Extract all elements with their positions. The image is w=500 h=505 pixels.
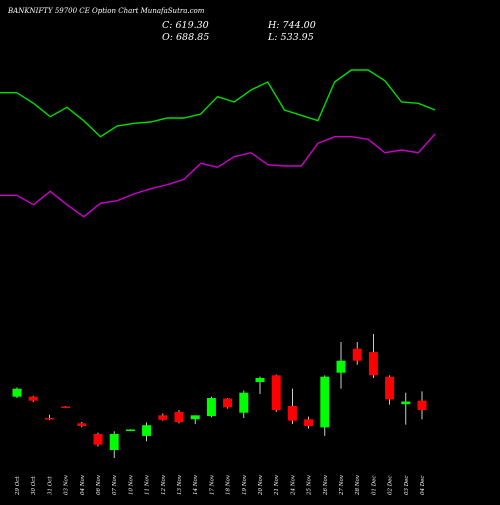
candle-body	[61, 406, 71, 408]
x-tick-label: 06 Nov	[96, 474, 102, 495]
candle-body	[352, 348, 362, 361]
candle-body	[44, 418, 54, 420]
x-tick-label: 07 Nov	[112, 474, 118, 495]
candle-06-nov	[93, 432, 103, 447]
candle-19-nov	[239, 390, 249, 418]
x-tick-label: 19 Nov	[242, 474, 248, 495]
candle-body	[287, 406, 297, 421]
candle-01-dec	[368, 334, 378, 378]
candle-04-dec	[417, 391, 427, 420]
x-tick-label: 11 Nov	[145, 474, 151, 495]
candle-body	[174, 411, 184, 422]
candle-24-nov	[287, 388, 297, 425]
candle-body	[336, 360, 346, 373]
x-tick-label: 18 Nov	[226, 474, 232, 495]
candle-body	[93, 434, 103, 445]
x-tick-label: 04 Dec	[420, 476, 426, 496]
candle-20-nov	[255, 376, 265, 394]
candle-31-oct	[44, 414, 54, 421]
candle-body	[417, 400, 427, 410]
candle-body	[28, 396, 38, 401]
x-tick-label: 03 Nov	[64, 474, 70, 495]
x-tick-label: 28 Nov	[355, 474, 361, 496]
close-value: C: 619.30	[162, 20, 209, 31]
candle-02-dec	[385, 375, 395, 405]
candle-17-nov	[206, 396, 216, 418]
candle-25-nov	[304, 416, 314, 429]
candle-body	[304, 419, 314, 426]
low-value: L: 533.95	[267, 32, 314, 43]
candle-body	[320, 376, 330, 428]
candle-body	[206, 398, 216, 417]
candle-13-nov	[174, 410, 184, 424]
x-tick-label: 21 Nov	[274, 474, 280, 496]
candle-body	[158, 415, 168, 420]
x-tick-label: 17 Nov	[209, 474, 215, 495]
ma-fast-line	[0, 69, 436, 138]
candle-body	[368, 352, 378, 376]
candle-10-nov	[125, 429, 135, 432]
x-tick-label: 20 Nov	[258, 474, 264, 496]
candle-21-nov	[271, 374, 281, 412]
chart-title: BANKNIFTY 59700 CE Option Chart MunafaSu…	[7, 7, 205, 15]
candle-12-nov	[158, 413, 168, 421]
x-tick-label: 12 Nov	[161, 474, 167, 495]
candle-07-nov	[109, 431, 119, 458]
x-tick-label: 31 Oct	[47, 476, 53, 495]
open-value: O: 688.85	[162, 32, 209, 43]
candle-30-oct	[28, 395, 38, 402]
ma-slow-line	[0, 133, 436, 218]
candle-body	[190, 415, 200, 420]
candle-29-oct	[12, 387, 22, 398]
x-tick-label: 26 Nov	[323, 474, 329, 496]
candle-body	[239, 392, 249, 413]
x-tick-label: 02 Dec	[388, 476, 394, 496]
candle-03-nov	[61, 406, 71, 408]
moving-average-layer	[0, 69, 436, 218]
x-tick-label: 24 Nov	[290, 474, 296, 496]
x-tick-label: 04 Nov	[80, 474, 86, 495]
candle-body	[401, 401, 411, 405]
x-tick-label: 01 Dec	[371, 476, 377, 496]
candle-27-nov	[336, 342, 346, 389]
x-tick-label: 29 Oct	[15, 476, 21, 496]
x-tick-label: 10 Nov	[128, 474, 134, 495]
candle-11-nov	[142, 422, 152, 442]
candle-18-nov	[223, 398, 233, 409]
x-tick-label: 25 Nov	[307, 474, 313, 496]
x-tick-label: 13 Nov	[177, 474, 183, 495]
candle-body	[385, 376, 395, 400]
x-tick-label: 27 Nov	[339, 474, 345, 496]
candle-body	[125, 429, 135, 431]
candle-body	[109, 434, 119, 450]
candle-28-nov	[352, 342, 362, 365]
candle-body	[142, 425, 152, 436]
x-axis-ticks: 29 Oct 30 Oct 31 Oct 03 Nov 04 Nov 06 Nov 07 N…	[15, 474, 426, 496]
candle-body	[77, 423, 87, 426]
candle-body	[271, 375, 281, 410]
candle-04-nov	[77, 422, 87, 428]
x-tick-label: 14 Nov	[193, 474, 199, 495]
x-tick-label: 30 Oct	[31, 476, 37, 495]
candle-body	[223, 398, 233, 408]
candle-body	[255, 378, 265, 382]
candle-26-nov	[320, 375, 330, 436]
candle-03-dec	[401, 392, 411, 425]
candle-14-nov	[190, 415, 200, 425]
candle-body	[12, 388, 22, 397]
high-value: H: 744.00	[267, 20, 316, 31]
candle-layer	[12, 334, 427, 458]
x-tick-label: 03 Dec	[404, 476, 410, 496]
